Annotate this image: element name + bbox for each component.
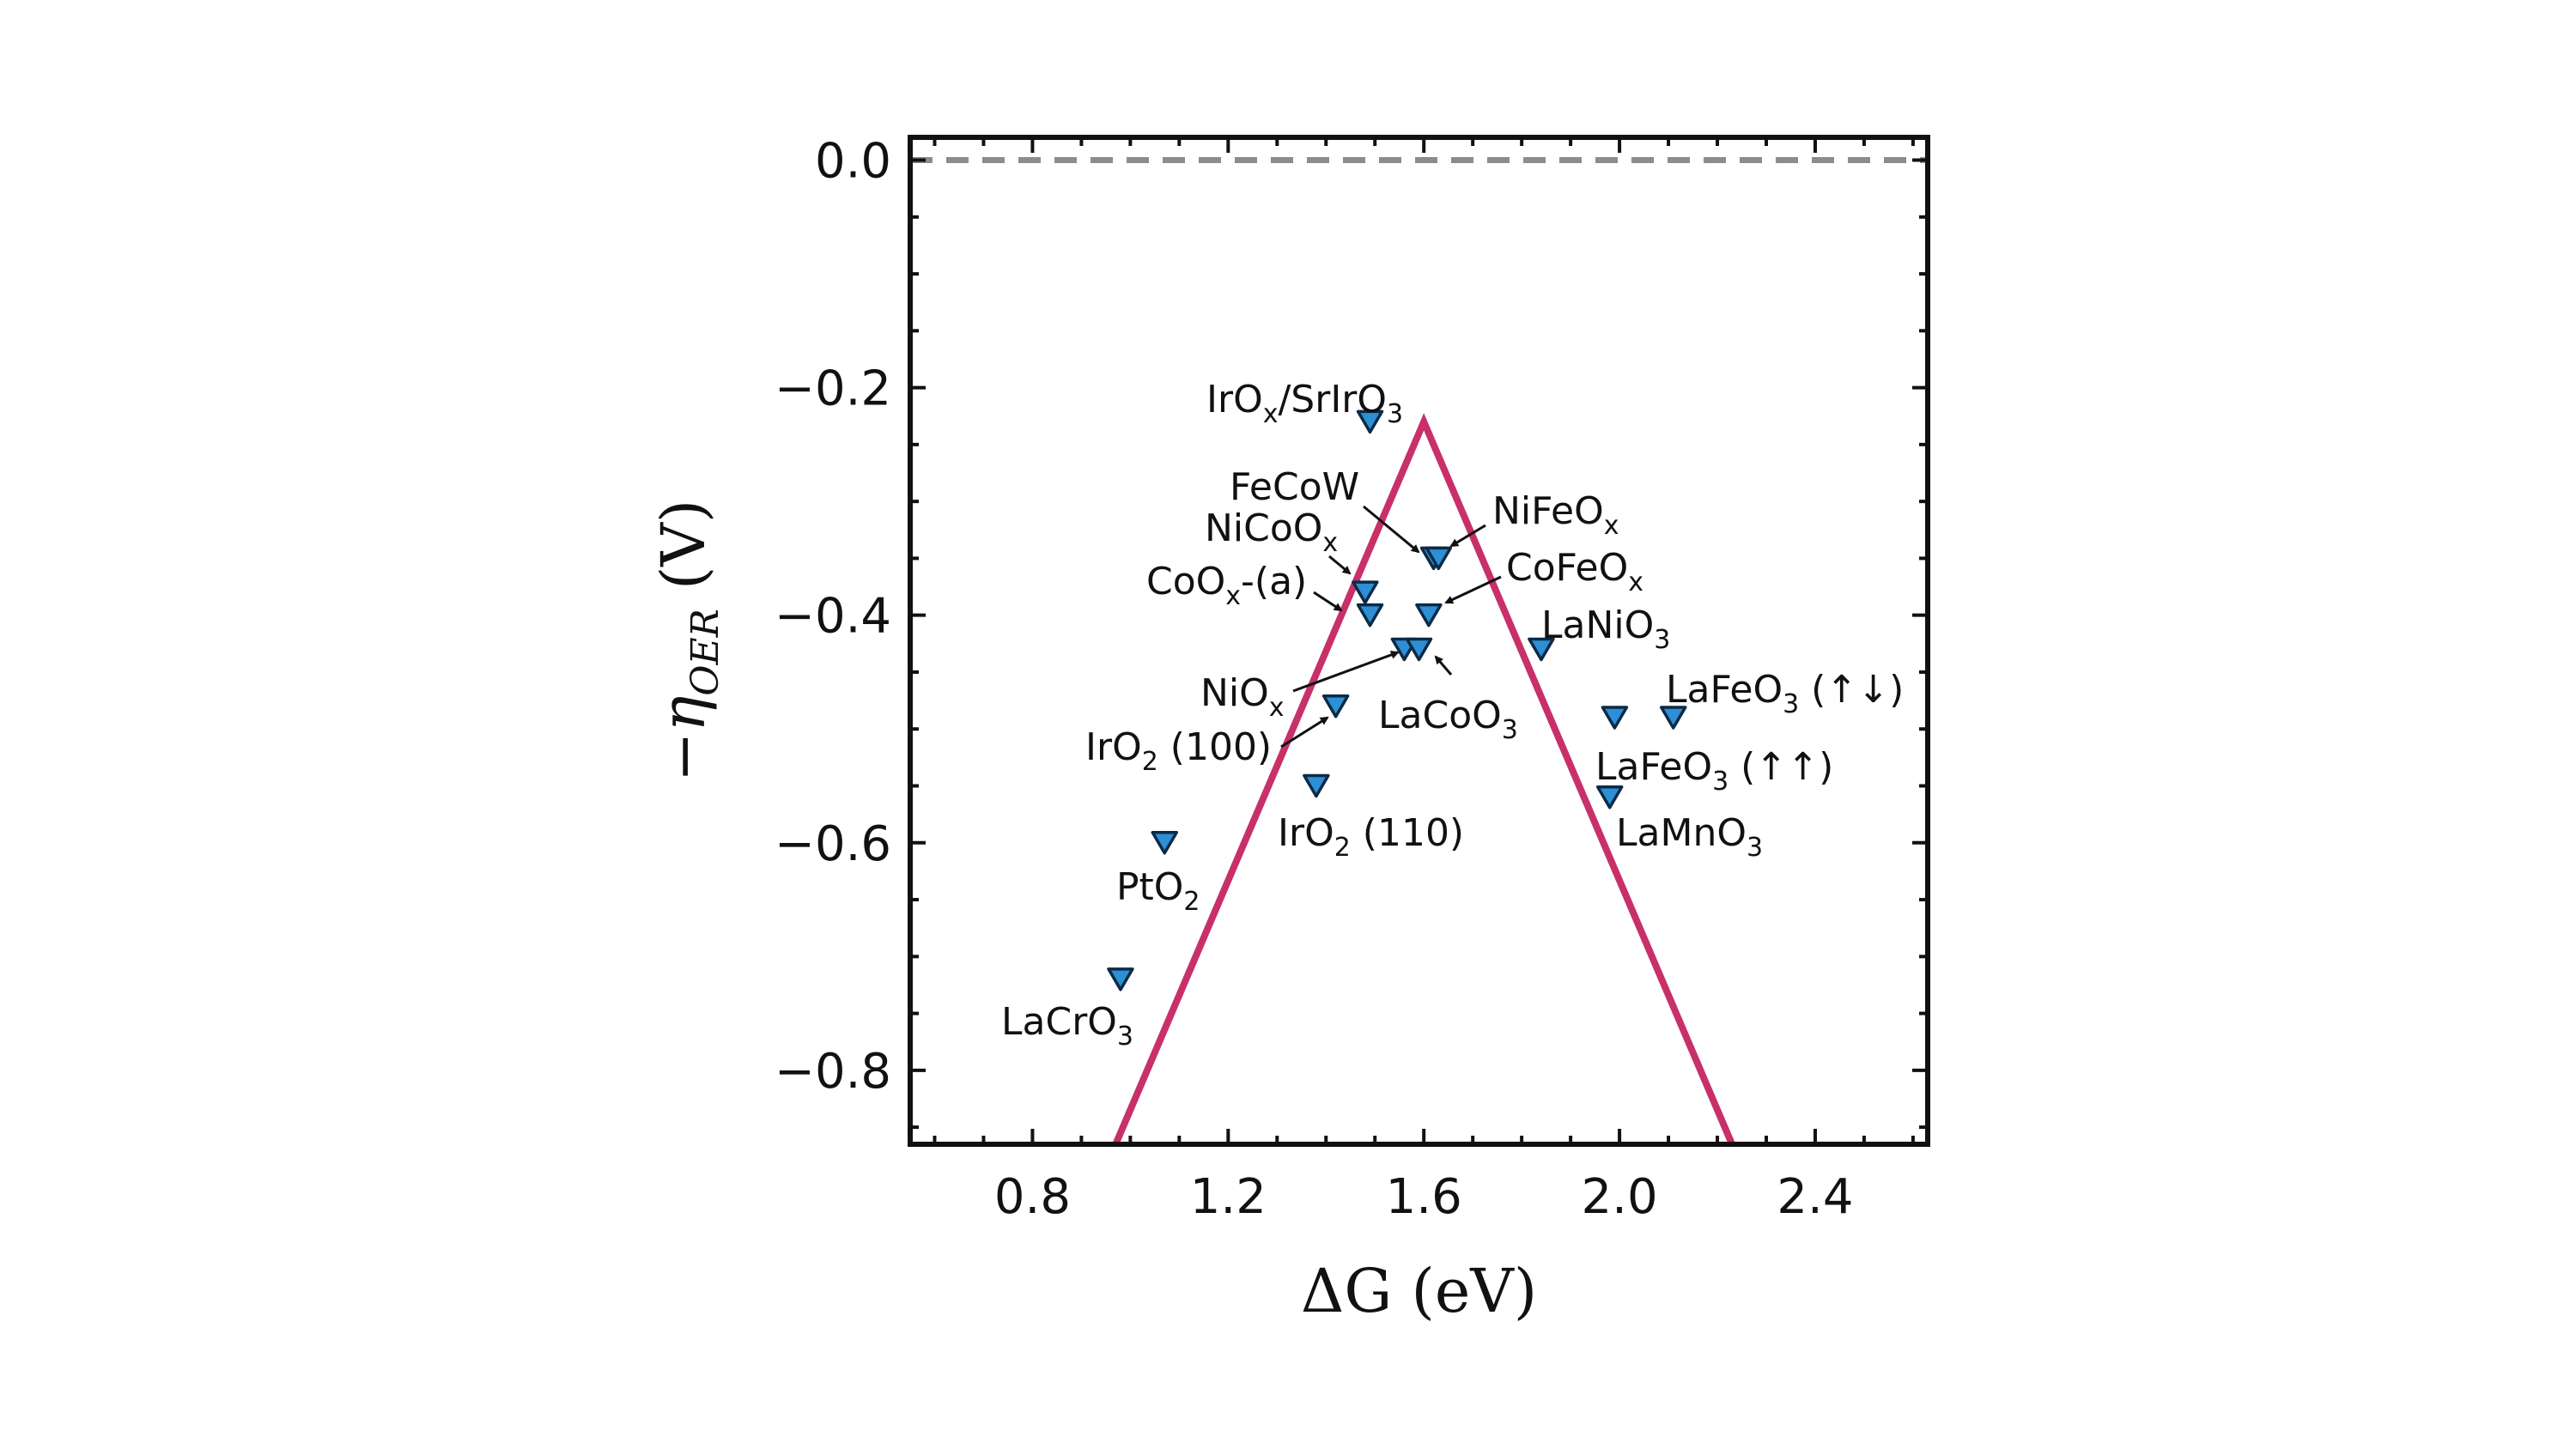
point-label-lacoo3: LaCoO3	[1378, 694, 1518, 745]
plot-frame	[908, 135, 1930, 1147]
point-label-cofeox: CoFeOx	[1506, 546, 1643, 597]
point-label-lanio3: LaNiO3	[1541, 603, 1670, 655]
y-axis-title-subscript: OER	[683, 609, 727, 695]
data-point-0	[1356, 409, 1384, 434]
y-tick-label: −0.4	[775, 589, 891, 645]
point-label-nicoox: NiCoOx	[1205, 506, 1338, 558]
point-label-lacro3: LaCrO3	[1001, 1000, 1133, 1052]
arrow-cofeox	[1444, 575, 1502, 604]
y-axis-title: −ηOER (V)	[648, 500, 727, 782]
data-point-9	[1321, 694, 1350, 718]
volcano-line	[1112, 413, 1735, 1144]
point-labels: IrOx/SrIrO3 FeCoW NiCoOx CoOx-(a) NiFeOx…	[1001, 378, 1904, 1052]
arrow-nicoox	[1328, 555, 1352, 575]
arrow-nifeox	[1449, 524, 1486, 548]
arrow-niox	[1292, 651, 1400, 693]
y-tick-label: 0.0	[815, 134, 891, 190]
point-label-nifeox: NiFeOx	[1492, 489, 1619, 541]
point-label-pto2: PtO2	[1116, 865, 1200, 917]
x-axis-title: ΔG (eV)	[1301, 1256, 1537, 1326]
x-tick-label: 1.2	[1190, 1169, 1267, 1225]
y-tick-label: −0.6	[775, 816, 891, 872]
y-tick-label: −0.2	[775, 361, 891, 417]
data-point-3	[1352, 580, 1379, 604]
data-point-14	[1151, 831, 1178, 855]
data-point-15	[1107, 967, 1134, 991]
y-axis-title-main: −η	[648, 696, 719, 783]
data-point-7	[1405, 637, 1433, 662]
data-point-12	[1303, 773, 1330, 798]
point-label-coox-a: CoOx-(a)	[1146, 560, 1307, 611]
point-label-iro2-100: IrO2 (100)	[1085, 725, 1272, 777]
arrow-fecow	[1363, 505, 1420, 554]
point-label-niox: NiOx	[1200, 671, 1285, 723]
point-label-irox-srirO3: IrOx/SrIrO3	[1206, 378, 1403, 429]
data-point-11	[1601, 706, 1629, 730]
x-tick-label: 2.4	[1777, 1169, 1853, 1225]
x-tick-label: 2.0	[1582, 1169, 1658, 1225]
arrow-lacoo3	[1434, 655, 1453, 676]
y-tick-label: −0.8	[775, 1044, 891, 1100]
data-point-2	[1425, 546, 1453, 571]
data-point-10	[1660, 706, 1687, 730]
x-tick-label: 0.8	[994, 1169, 1071, 1225]
y-axis-title-unit: (V)	[648, 500, 719, 609]
point-label-lafeo3-ferro: LaFeO3 (↑↑)	[1595, 745, 1833, 797]
x-tick-label: 1.6	[1386, 1169, 1462, 1225]
data-point-5	[1415, 603, 1443, 627]
axis-text: 0.8 1.2 1.6 2.0 2.4 0.0 −0.2 −0.4 −0.6 −0.8 ΔG (eV…	[648, 134, 1853, 1326]
data-point-13	[1595, 785, 1624, 809]
label-arrows	[1280, 505, 1502, 749]
data-point-4	[1356, 603, 1384, 627]
point-label-iro2-110: IrO2 (110)	[1278, 811, 1464, 863]
point-label-lafeo3-anti: LaFeO3 (↑↓)	[1666, 668, 1904, 719]
point-label-lamno3: LaMnO3	[1616, 811, 1763, 863]
arrow-iro2-100	[1280, 716, 1329, 749]
plot-layer	[908, 135, 1930, 1147]
point-label-fecow: FeCoW	[1230, 465, 1359, 509]
arrow-coox-a	[1313, 591, 1343, 612]
data-point-8	[1528, 637, 1555, 662]
